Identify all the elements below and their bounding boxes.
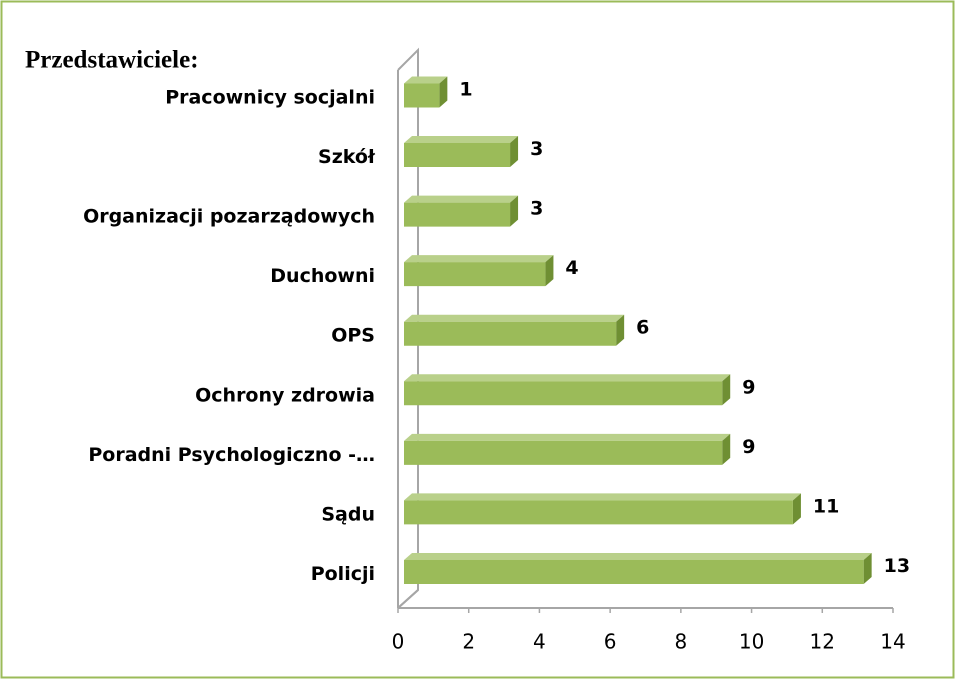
bar-face [404,493,801,501]
bar-face [404,202,511,227]
bar-face [404,136,519,144]
bar-face [439,76,448,108]
x-tick-label: 8 [674,630,687,654]
bar-face [404,255,554,263]
value-label: 3 [530,198,543,220]
y-tick-label: Duchowni [270,265,375,287]
x-tick-label: 12 [810,630,835,654]
x-tick-label: 14 [880,630,905,654]
bar-face [545,255,554,287]
bar [404,76,448,108]
x-tick-label: 6 [604,630,617,654]
bar-face [404,500,793,525]
chart-title: Przedstawiciele: [25,47,199,74]
value-label: 9 [742,376,755,398]
bar [404,136,519,168]
bar [404,195,519,227]
floor-edge [397,589,419,609]
bar-face [404,374,731,382]
y-tick-label: OPS [331,325,375,347]
bar [404,314,625,346]
value-label: 13 [884,555,910,577]
bar-face [722,374,731,406]
bar-face [404,440,723,465]
y-tick-label: Sądu [321,503,375,525]
y-tick-label: Organizacji pozarządowych [83,206,375,228]
bar-face [404,552,872,560]
x-tick-label: 2 [462,630,475,654]
bar-face [616,314,625,346]
value-label: 3 [530,138,543,160]
value-label: 1 [459,79,472,101]
bar-face [510,136,519,168]
bar-face [510,195,519,227]
bar [404,552,872,584]
x-tick-label: 4 [533,630,546,654]
value-label: 4 [565,257,578,279]
y-tick-label: Ochrony zdrowia [195,384,375,406]
value-label: 9 [742,436,755,458]
value-label: 11 [813,495,839,517]
bar-face [404,83,440,108]
bar-face [404,314,625,322]
x-tick-label: 0 [392,630,405,654]
bar [404,374,731,406]
bar [404,493,801,525]
bar-face [404,76,448,84]
y-tick-label: Pracownicy socjalni [165,87,375,109]
y-tick-label: Poradni Psychologiczno -… [88,444,375,466]
bar-face [404,262,546,287]
bar-face [404,381,723,406]
bar-face [404,195,519,203]
value-label: 6 [636,317,649,339]
bar-face [722,433,731,465]
bar-face [404,433,731,441]
bar-face [863,552,872,584]
bar-face [404,143,511,168]
bar [404,433,731,465]
bar-face [404,559,864,584]
y-tick-label: Szkół [318,146,376,168]
bar-face [792,493,801,525]
y-tick-label: Policji [311,563,375,585]
x-tick-label: 10 [739,630,764,654]
bar [404,255,554,287]
bar-face [404,321,617,346]
